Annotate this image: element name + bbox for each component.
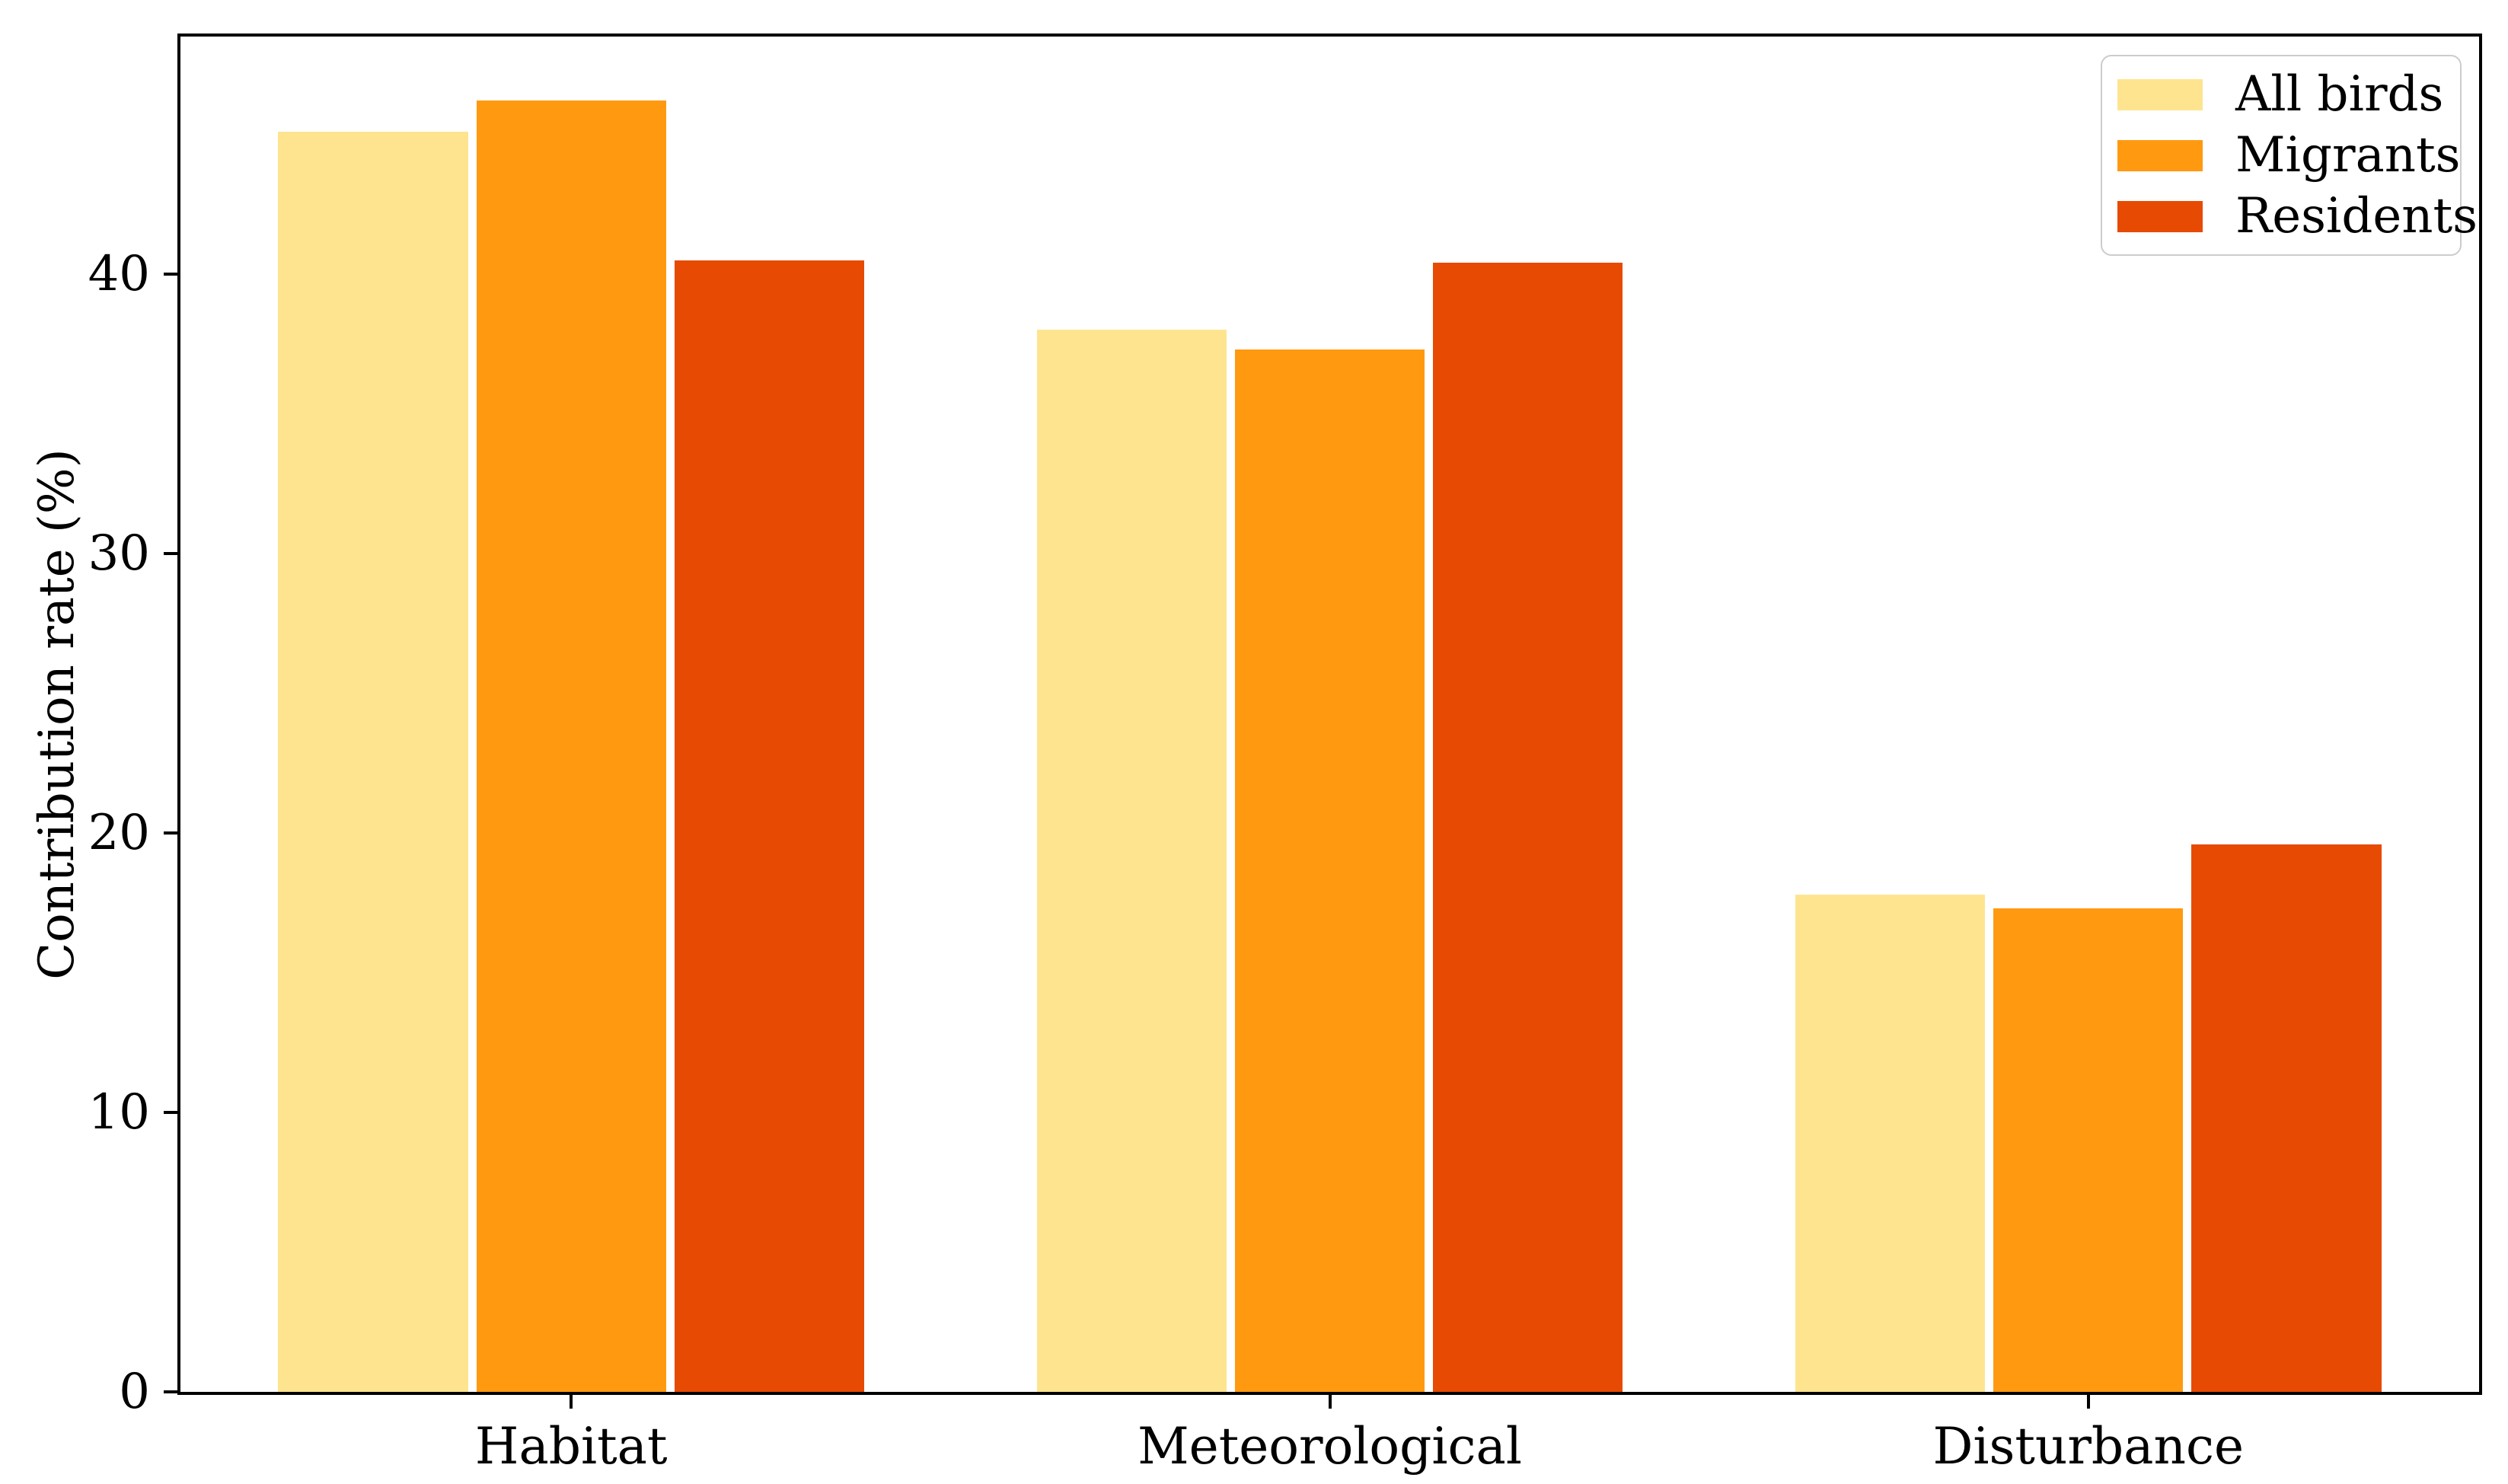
legend-swatch-migrants — [2117, 139, 2203, 171]
y-tick-label-0: 0 — [119, 1364, 150, 1420]
x-tick-mark-meteorological — [1328, 1395, 1332, 1409]
y-tick-mark-10 — [164, 1110, 177, 1114]
y-tick-label-30: 30 — [88, 525, 150, 582]
y-tick-label-10: 10 — [88, 1083, 150, 1141]
bar-all-birds-habitat — [278, 131, 468, 1392]
y-tick-label-40: 40 — [88, 245, 150, 302]
y-tick-label-20: 20 — [88, 804, 150, 861]
legend-item-migrants: Migrants — [2117, 131, 2461, 180]
x-tick-mark-habitat — [570, 1395, 573, 1409]
legend-swatch-residents — [2117, 200, 2203, 232]
bar-residents-disturbance — [2191, 844, 2382, 1392]
plot-area: 0 10 20 30 40 Habitat Meteorological Disturban… — [88, 34, 2482, 1474]
legend-swatch-all-birds — [2117, 78, 2203, 110]
y-tick-mark-40 — [164, 272, 177, 276]
bar-all-birds-disturbance — [1795, 894, 1986, 1392]
y-tick-mark-30 — [164, 551, 177, 555]
bar-all-birds-meteorological — [1036, 330, 1227, 1392]
legend-label-migrants: Migrants — [2235, 127, 2461, 184]
legend-item-residents: Residents — [2117, 192, 2478, 241]
legend-label-residents: Residents — [2235, 188, 2478, 244]
y-axis-title: Contribution rate (%) — [29, 448, 85, 980]
bar-migrants-meteorological — [1234, 349, 1425, 1392]
legend: All birds Migrants Residents — [2101, 55, 2478, 256]
bar-residents-meteorological — [1433, 263, 1623, 1392]
x-tick-label-meteorological: Meteorological — [1138, 1417, 1522, 1476]
x-tick-mark-disturbance — [2086, 1395, 2090, 1409]
x-tick-label-habitat: Habitat — [474, 1417, 668, 1476]
y-tick-mark-20 — [164, 831, 177, 835]
bar-residents-habitat — [674, 260, 865, 1392]
x-tick-label-disturbance: Disturbance — [1932, 1417, 2245, 1476]
bar-migrants-disturbance — [1993, 908, 2184, 1392]
legend-item-all-birds: All birds — [2117, 70, 2452, 119]
legend-label-all-birds: All birds — [2235, 66, 2444, 123]
y-tick-mark-0 — [164, 1390, 177, 1393]
bar-migrants-habitat — [476, 101, 666, 1392]
